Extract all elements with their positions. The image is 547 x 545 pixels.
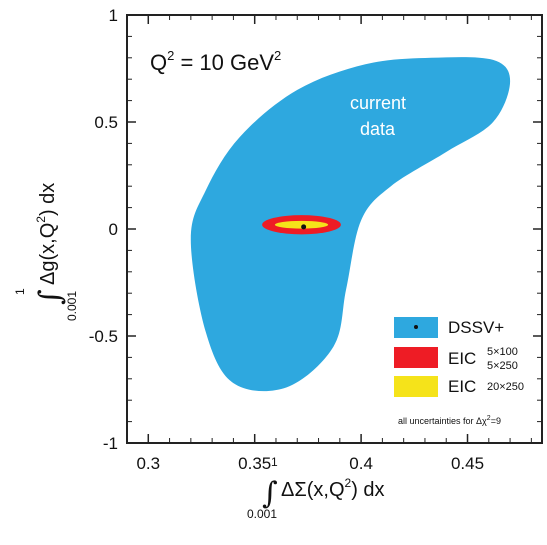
legend-label-eic-red-top: 5×100 bbox=[487, 346, 518, 358]
dssv-uncertainty-region bbox=[190, 57, 511, 392]
y-axis-label: ∫ 1 0.001 Δg(x,Q2) dx bbox=[13, 183, 79, 321]
current-data-label-1: current bbox=[350, 93, 406, 113]
chart-title-annotation: Q2 = 10 GeV2 bbox=[150, 48, 281, 75]
x-label-body: ΔΣ(x,Q2) dx bbox=[281, 476, 385, 501]
y-tick-label: 0 bbox=[109, 220, 118, 239]
legend-label-eic-red-bottom: 5×250 bbox=[487, 360, 518, 372]
legend-label-eic-yellow-sub: 20×250 bbox=[487, 381, 524, 393]
legend-note-text: all uncertainties for Δχ bbox=[398, 416, 487, 426]
x-label-tail: ) dx bbox=[351, 479, 384, 501]
legend-note: all uncertainties for Δχ2=9 bbox=[398, 415, 501, 426]
y-tick-label: -0.5 bbox=[89, 327, 118, 346]
title-q-sup: 2 bbox=[167, 48, 174, 63]
y-tick-label: -1 bbox=[103, 434, 118, 453]
x-label-upper: 1 bbox=[271, 455, 278, 469]
y-label-body: Δg(x,Q2) dx bbox=[34, 183, 59, 285]
title-q: Q bbox=[150, 50, 167, 75]
x-label-sup: 2 bbox=[345, 476, 352, 490]
central-value-point bbox=[301, 224, 307, 230]
y-label-integral: ∫ bbox=[33, 289, 68, 305]
regions bbox=[190, 57, 511, 392]
current-data-label-2: data bbox=[360, 119, 396, 139]
x-ticks: 0.3 0.35 0.4 0.45 bbox=[126, 15, 532, 473]
y-tick-label: 0.5 bbox=[94, 113, 118, 132]
y-label-lower: 0.001 bbox=[65, 291, 79, 321]
legend-swatch-eic-red bbox=[394, 347, 438, 368]
x-tick-label: 0.45 bbox=[451, 454, 484, 473]
y-label-upper: 1 bbox=[13, 288, 27, 295]
legend-label-eic-red: EIC bbox=[448, 349, 476, 368]
y-label-body-main: Δg(x,Q bbox=[37, 223, 59, 285]
legend-note-tail: =9 bbox=[491, 416, 501, 426]
x-tick-label: 0.4 bbox=[349, 454, 373, 473]
legend-label-eic-yellow: EIC bbox=[448, 377, 476, 396]
x-label-lower: 0.001 bbox=[247, 507, 277, 521]
title-unit-sup: 2 bbox=[274, 48, 281, 63]
y-ticks: 1 0.5 0 -0.5 -1 bbox=[89, 6, 542, 453]
y-label-tail: ) dx bbox=[37, 183, 59, 216]
legend-dssv-point bbox=[414, 325, 418, 329]
x-tick-label: 0.35 bbox=[238, 454, 271, 473]
legend: DSSV+ EIC 5×100 5×250 EIC 20×250 all unc… bbox=[394, 317, 524, 426]
legend-swatch-eic-yellow bbox=[394, 376, 438, 397]
legend-note-sup: 2 bbox=[487, 415, 491, 422]
x-axis-label: ∫ 1 0.001 ΔΣ(x,Q2) dx bbox=[247, 455, 385, 521]
x-tick-label: 0.3 bbox=[136, 454, 160, 473]
x-label-body-main: ΔΣ(x,Q bbox=[281, 479, 345, 501]
x-label-integral: ∫ bbox=[262, 476, 278, 511]
y-tick-label: 1 bbox=[109, 6, 118, 25]
legend-label-dssv: DSSV+ bbox=[448, 318, 504, 337]
eic-20x250-ellipse bbox=[274, 220, 329, 229]
y-label-sup: 2 bbox=[34, 216, 48, 223]
title-eq: = 10 GeV bbox=[174, 50, 274, 75]
